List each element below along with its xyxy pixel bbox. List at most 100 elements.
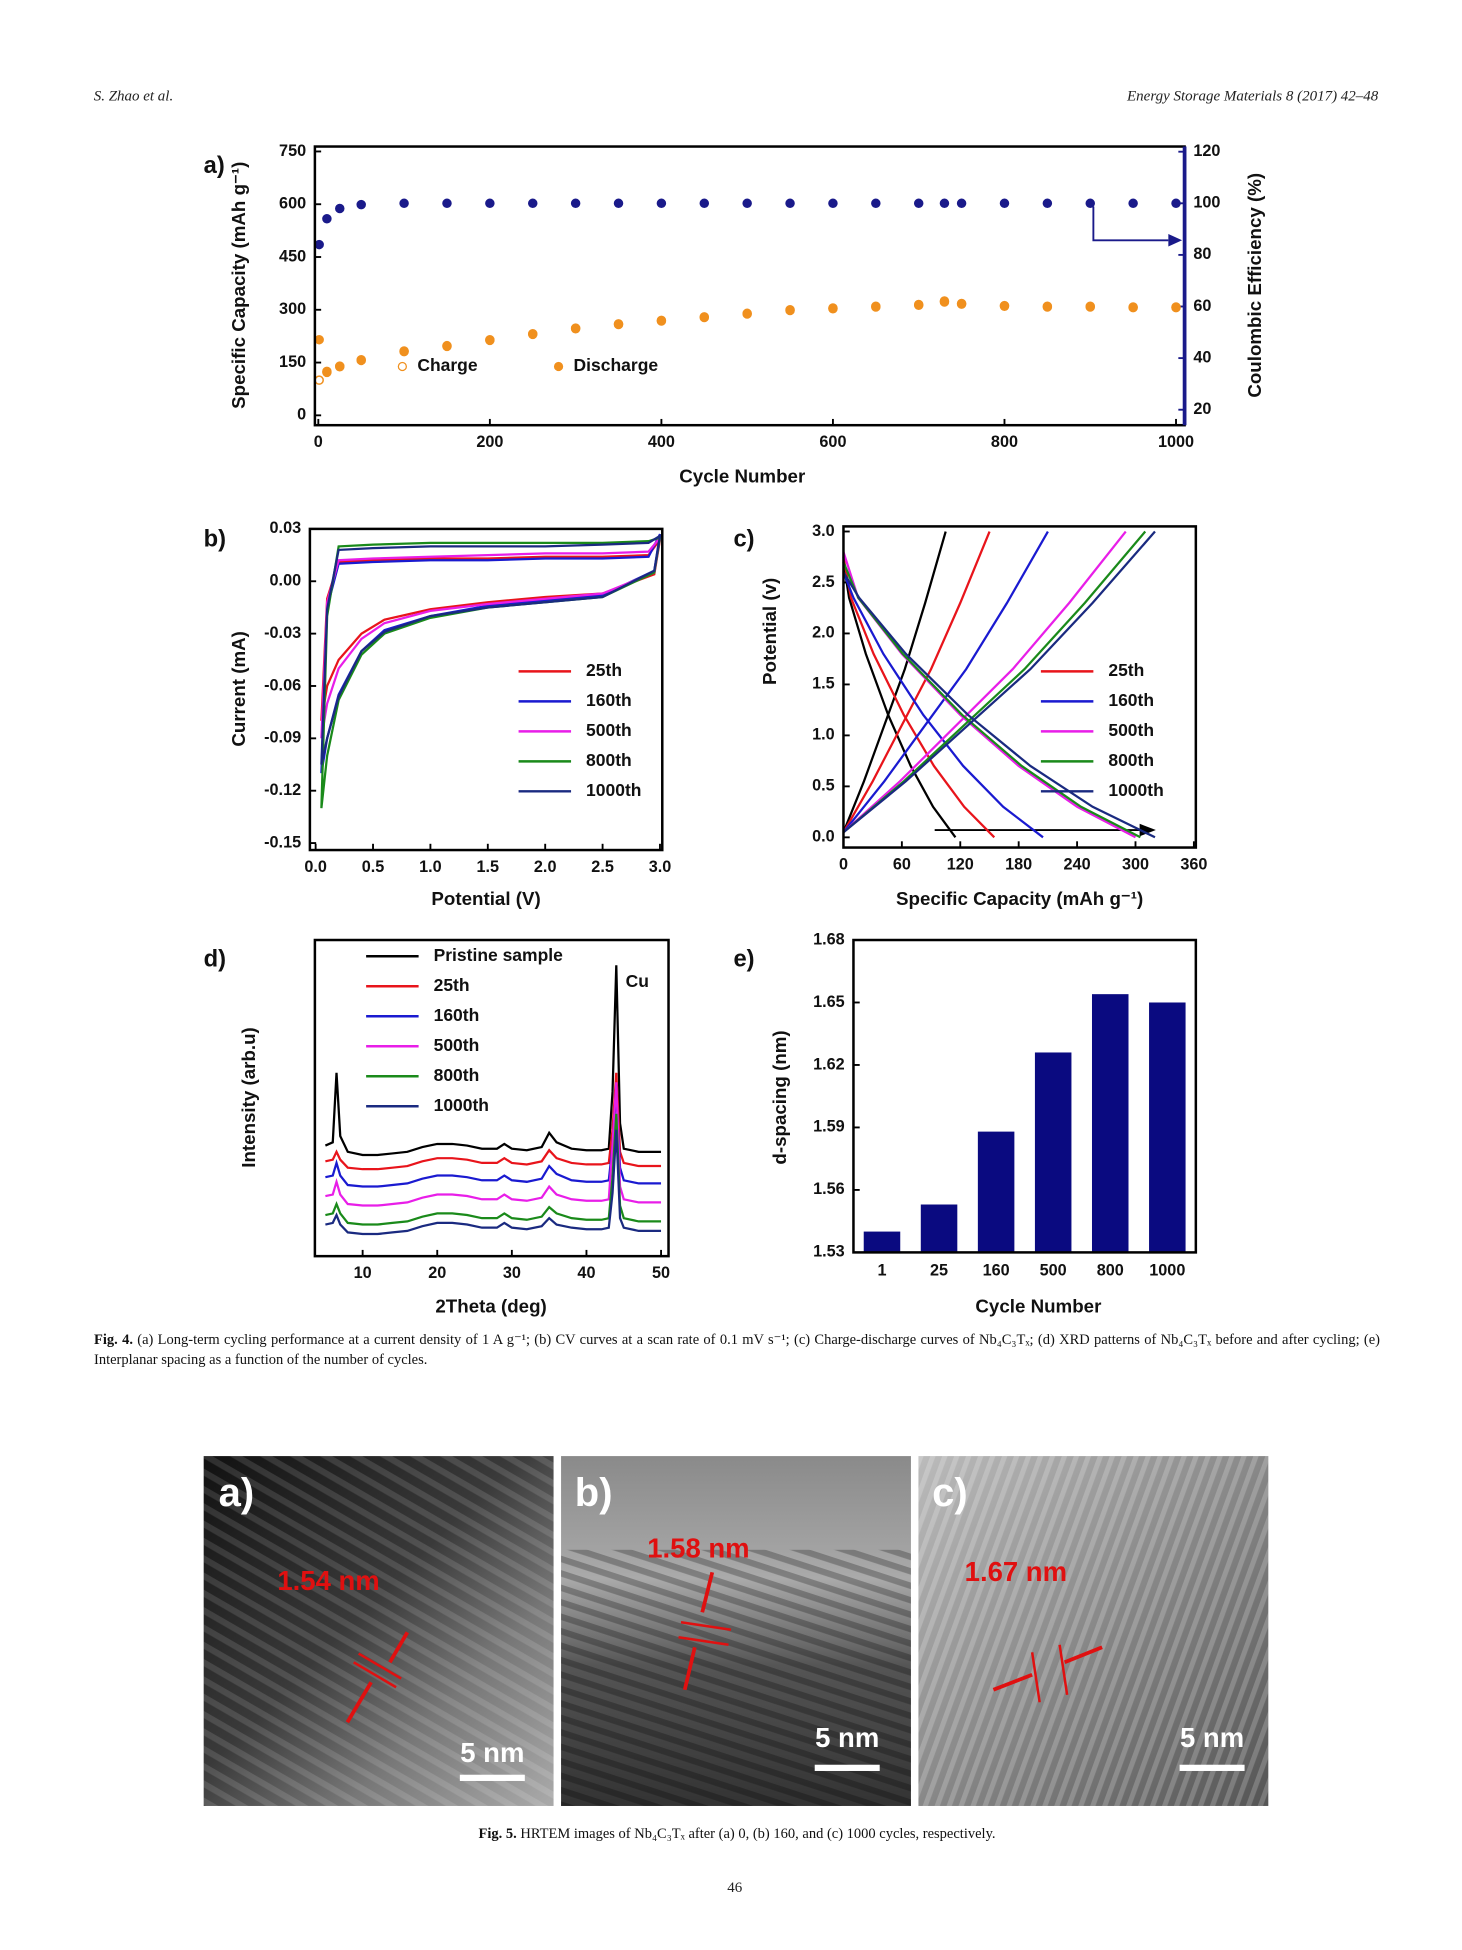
tem-spacing: 1.67 nm — [965, 1556, 1067, 1587]
data-point — [1128, 302, 1138, 312]
data-point — [1042, 198, 1053, 209]
tem-scale: 5 nm — [460, 1737, 524, 1768]
data-point — [322, 214, 332, 224]
legend-label: 800th — [1108, 750, 1154, 770]
y-tick-label: -0.15 — [264, 833, 301, 851]
data-point — [999, 198, 1010, 209]
tem-panel-label: c) — [932, 1471, 968, 1515]
data-point — [656, 315, 667, 326]
legend-label: 1000th — [434, 1095, 489, 1115]
tem-scale: 5 nm — [1180, 1722, 1244, 1753]
x-tick-label: 180 — [1005, 855, 1032, 873]
x-tick-label: 240 — [1064, 855, 1091, 873]
data-point — [570, 198, 581, 209]
x-tick-label: 120 — [947, 855, 974, 873]
caption-text: (a) Long-term cycling performance at a c… — [94, 1332, 1381, 1368]
data-line — [842, 571, 1156, 839]
y-tick-label: 0.0 — [812, 828, 835, 846]
legend-label: Pristine sample — [434, 945, 564, 965]
y2-axis-label: Coulombic Efficiency (%) — [1244, 173, 1265, 398]
legend-label: 25th — [586, 660, 622, 680]
data-line — [842, 530, 1156, 834]
y-tick-label: 0.00 — [270, 572, 302, 590]
page-number: 46 — [727, 1880, 742, 1896]
y-tick-label: 1.53 — [813, 1243, 845, 1261]
caption-label: Fig. 4. — [94, 1332, 133, 1348]
x-tick-label: 2.5 — [591, 858, 614, 876]
tem-image-c: c) 1.67 nm 5 nm — [918, 1456, 1269, 1806]
legend-label: 500th — [1108, 720, 1154, 740]
x-axis-label: Potential (V) — [431, 888, 540, 909]
legend-label: 500th — [434, 1035, 480, 1055]
y-tick-label: 0.5 — [812, 777, 835, 795]
data-point — [999, 300, 1010, 311]
x-tick-label: 800 — [991, 433, 1018, 451]
y-tick-label: 450 — [279, 247, 306, 265]
y-tick-label: 2.5 — [812, 573, 835, 591]
x-tick-label: 1.0 — [419, 858, 442, 876]
y-tick-label: 1.5 — [812, 675, 835, 693]
caption-label: Fig. 5. — [478, 1826, 517, 1842]
axis-arrow-head — [1168, 234, 1183, 247]
x-tick-label: 360 — [1180, 855, 1207, 873]
x-tick-label: 40 — [577, 1264, 595, 1282]
legend-label: 800th — [434, 1065, 480, 1085]
data-point — [613, 198, 624, 209]
data-point — [1171, 198, 1181, 209]
legend-label: 500th — [586, 720, 632, 740]
y-tick-label: 0.03 — [270, 519, 302, 537]
y-tick-label: -0.03 — [264, 624, 301, 642]
plot-frame — [308, 527, 664, 852]
y-axis-label: Current (mA) — [228, 631, 249, 747]
data-point — [335, 361, 345, 371]
header-journal: Energy Storage Materials 8 (2017) 42–48 — [1126, 88, 1379, 104]
legend-marker — [553, 361, 564, 372]
data-point — [314, 334, 324, 345]
y2-tick-label: 100 — [1193, 194, 1220, 212]
tem-scale: 5 nm — [815, 1722, 879, 1753]
caption-text: HRTEM images of Nb₄C₃Tₓ after (a) 0, (b)… — [520, 1826, 996, 1842]
y-tick-label: -0.09 — [264, 729, 301, 747]
data-point — [939, 296, 950, 306]
y2-tick-label: 40 — [1193, 348, 1211, 366]
data-point — [913, 299, 924, 310]
data-point — [939, 198, 950, 209]
legend-label: 800th — [586, 750, 632, 770]
y-tick-label: 750 — [279, 142, 306, 160]
data-point — [1128, 198, 1138, 209]
data-point — [442, 340, 452, 351]
tem-spacing: 1.58 nm — [647, 1532, 749, 1563]
x-tick-label: 0.0 — [304, 858, 327, 876]
x-tick-label: 600 — [819, 433, 846, 451]
x-tick-label: 500 — [1040, 1261, 1067, 1279]
legend-label: 25th — [1108, 660, 1144, 680]
data-point — [399, 346, 409, 356]
figure-4-caption: Fig. 4. (a) Long-term cycling performanc… — [94, 1330, 1380, 1370]
data-line — [842, 571, 1044, 839]
y-tick-label: 600 — [279, 195, 306, 213]
y-axis-label: Potential (v) — [759, 578, 780, 685]
data-point — [570, 323, 581, 333]
legend-label: 1000th — [1108, 780, 1163, 800]
y2-tick-label: 80 — [1193, 245, 1211, 263]
axis-arrow — [1092, 206, 1169, 242]
data-point — [356, 199, 366, 210]
x-tick-label: 0.5 — [362, 858, 385, 876]
data-point — [613, 319, 624, 329]
data-line — [324, 965, 662, 1157]
bar — [920, 1204, 958, 1253]
data-point — [399, 198, 409, 209]
legend-label: 25th — [434, 975, 470, 995]
x-tick-label: 300 — [1122, 855, 1149, 873]
panel-label: b) — [204, 526, 226, 552]
data-point — [356, 354, 366, 365]
legend-marker — [397, 361, 407, 372]
x-tick-label: 20 — [428, 1264, 446, 1282]
data-point — [828, 198, 838, 209]
data-point — [527, 198, 538, 209]
bar — [977, 1131, 1015, 1253]
data-line — [325, 1082, 662, 1207]
data-point — [442, 198, 452, 209]
